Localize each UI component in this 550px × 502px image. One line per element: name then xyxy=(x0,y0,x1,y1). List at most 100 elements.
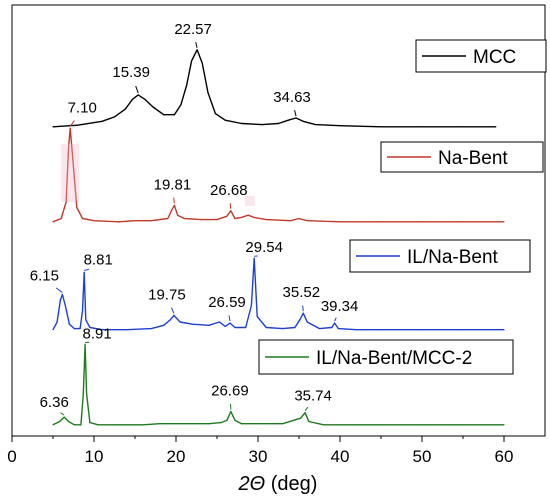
data-point xyxy=(290,220,292,222)
data-point xyxy=(234,326,236,329)
data-point xyxy=(314,124,316,126)
data-point xyxy=(191,323,193,325)
peak-leader xyxy=(294,110,297,117)
peak-leader xyxy=(302,305,304,312)
data-point xyxy=(118,424,120,426)
x-axis-label: 2Θ (deg) xyxy=(238,473,318,495)
data-point xyxy=(208,423,210,425)
data-point xyxy=(503,424,505,426)
data-point xyxy=(355,329,357,331)
legend-label-1: Na-Bent xyxy=(438,148,508,169)
legend-label-3: IL/Na-Bent/MCC-2 xyxy=(316,348,472,369)
na-bent-highlight-2 xyxy=(244,196,255,206)
data-point xyxy=(230,210,232,212)
data-point xyxy=(299,319,301,321)
data-point xyxy=(89,326,91,329)
data-point xyxy=(503,329,505,331)
data-point xyxy=(380,329,382,331)
data-point xyxy=(59,299,62,301)
data-point xyxy=(207,92,209,94)
peak-label: 19.75 xyxy=(148,286,186,303)
peak-label: 19.81 xyxy=(154,176,192,193)
peak-leader xyxy=(334,317,337,322)
data-point xyxy=(304,412,306,414)
peak-annotation-layer: 15.39 22.57 34.63 7.10 19.81 26.68 6.15 8.81 19.… xyxy=(30,21,358,416)
legend-layer: MCC Na-Bent IL/Na-Bent IL/Na-Bent/MCC-2 xyxy=(258,39,547,375)
peak-label: 26.59 xyxy=(208,294,246,311)
data-point xyxy=(68,323,70,325)
x-tick-label: 50 xyxy=(413,447,432,466)
x-axis-label-unit: (deg) xyxy=(271,473,318,495)
data-point xyxy=(421,424,423,426)
data-point xyxy=(380,424,382,426)
data-point xyxy=(175,423,177,425)
peak-label: 22.57 xyxy=(174,21,212,38)
data-point xyxy=(241,122,243,125)
data-point xyxy=(265,219,267,221)
data-point xyxy=(76,206,78,209)
data-point xyxy=(216,219,218,221)
peak-leader xyxy=(135,85,139,94)
data-point xyxy=(180,104,182,106)
data-point xyxy=(52,221,54,223)
data-point xyxy=(294,326,296,329)
plot-frame xyxy=(11,4,546,437)
data-point xyxy=(253,216,255,218)
data-point xyxy=(226,419,228,421)
data-point xyxy=(196,49,198,51)
data-point xyxy=(163,324,165,326)
peak-label: 8.91 xyxy=(82,326,111,343)
data-point xyxy=(73,424,75,426)
data-point xyxy=(308,420,310,423)
data-point xyxy=(131,98,134,100)
data-point xyxy=(230,411,232,413)
data-point xyxy=(52,329,54,331)
data-point xyxy=(224,119,226,121)
peak-leader xyxy=(55,287,63,293)
data-point xyxy=(250,304,252,307)
data-point xyxy=(208,324,210,326)
data-point xyxy=(306,220,308,222)
peak-label: 8.81 xyxy=(84,252,113,269)
data-point xyxy=(68,420,70,423)
peak-leader xyxy=(84,268,90,271)
peak-leader xyxy=(60,412,65,416)
data-point xyxy=(173,204,175,206)
data-point xyxy=(169,319,171,321)
data-point xyxy=(218,321,221,323)
data-point xyxy=(85,319,87,321)
data-point xyxy=(183,217,185,220)
data-point xyxy=(173,314,175,316)
peak-leader xyxy=(171,307,175,314)
data-point xyxy=(256,315,258,318)
data-point xyxy=(65,201,67,203)
data-point xyxy=(124,108,126,110)
data-point xyxy=(191,423,193,425)
data-point xyxy=(101,329,103,331)
x-tick-label: 60 xyxy=(495,447,514,466)
data-point xyxy=(179,321,181,323)
peak-label: 7.10 xyxy=(68,99,97,116)
data-point xyxy=(68,146,70,148)
data-point xyxy=(52,126,54,128)
peak-label: 26.68 xyxy=(210,182,248,199)
data-point xyxy=(113,116,116,118)
data-point xyxy=(287,119,289,121)
data-point xyxy=(234,217,236,220)
peak-label: 6.36 xyxy=(40,394,69,411)
data-point xyxy=(503,221,505,223)
data-point xyxy=(300,417,302,419)
data-point xyxy=(257,423,259,425)
data-point xyxy=(421,221,423,223)
data-point xyxy=(81,310,84,312)
peak-leader xyxy=(69,120,75,127)
data-point xyxy=(59,420,61,423)
peak-leader xyxy=(304,406,309,412)
data-point xyxy=(462,221,464,223)
data-point xyxy=(245,326,247,329)
data-point xyxy=(334,322,336,324)
data-point xyxy=(241,423,243,425)
data-point xyxy=(118,221,120,223)
data-point xyxy=(93,220,95,222)
data-point xyxy=(355,424,357,426)
